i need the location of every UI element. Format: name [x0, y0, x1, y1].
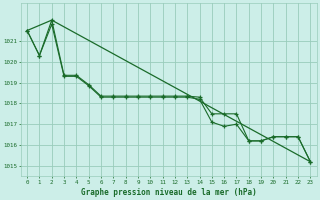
X-axis label: Graphe pression niveau de la mer (hPa): Graphe pression niveau de la mer (hPa) — [81, 188, 257, 197]
